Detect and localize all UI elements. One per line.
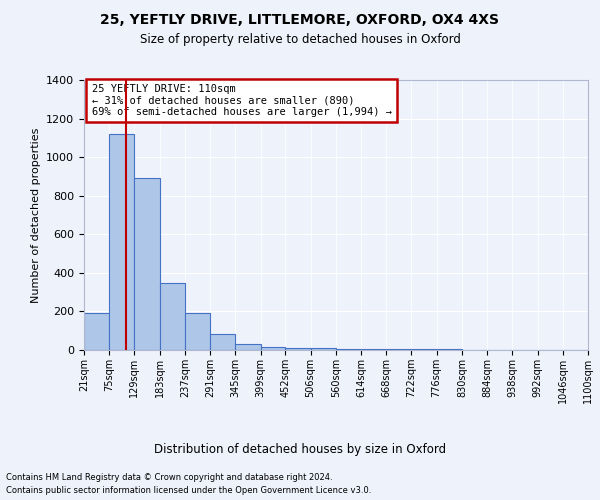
Bar — [185, 314, 210, 350]
Bar — [235, 344, 260, 350]
Bar — [412, 349, 437, 350]
Bar — [311, 348, 336, 350]
Text: Size of property relative to detached houses in Oxford: Size of property relative to detached ho… — [140, 32, 460, 46]
Bar — [160, 282, 185, 350]
Bar — [210, 334, 235, 350]
Text: Distribution of detached houses by size in Oxford: Distribution of detached houses by size … — [154, 442, 446, 456]
Y-axis label: Number of detached properties: Number of detached properties — [31, 128, 41, 302]
Text: 25 YEFTLY DRIVE: 110sqm
← 31% of detached houses are smaller (890)
69% of semi-d: 25 YEFTLY DRIVE: 110sqm ← 31% of detache… — [92, 84, 392, 117]
Text: Contains public sector information licensed under the Open Government Licence v3: Contains public sector information licen… — [6, 486, 371, 495]
Bar — [84, 314, 109, 350]
Bar — [361, 349, 386, 350]
Text: Contains HM Land Registry data © Crown copyright and database right 2024.: Contains HM Land Registry data © Crown c… — [6, 472, 332, 482]
Bar — [386, 349, 412, 350]
Bar — [286, 348, 311, 350]
Bar — [109, 134, 134, 350]
Bar — [134, 178, 160, 350]
Text: 25, YEFTLY DRIVE, LITTLEMORE, OXFORD, OX4 4XS: 25, YEFTLY DRIVE, LITTLEMORE, OXFORD, OX… — [101, 12, 499, 26]
Bar — [260, 347, 286, 350]
Bar — [336, 349, 361, 350]
